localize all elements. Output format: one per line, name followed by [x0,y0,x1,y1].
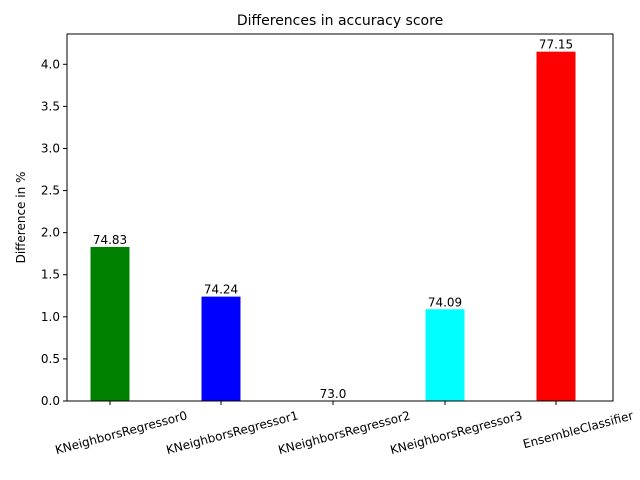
chart-title: Differences in accuracy score [237,13,443,29]
bar-value-label: 74.09 [428,295,462,309]
y-tick-label: 0.5 [41,352,60,366]
y-tick-label: 3.5 [41,99,60,113]
y-tick-label: 3.0 [41,141,60,155]
bar-value-label: 77.15 [539,38,573,52]
bar-kneighborsregressor0 [90,246,130,401]
bar-kneighborsregressor3 [425,309,465,401]
bar-value-label: 73.0 [320,387,347,401]
axes-frame [66,33,614,402]
bars-layer: 74.83 74.24 73.0 74.09 77.15 [90,38,576,401]
bar-value-label: 74.24 [204,283,238,297]
bar-ensembleclassifier [536,51,576,401]
y-tick-label: 1.0 [41,310,60,324]
y-tick-label: 2.5 [41,184,60,198]
y-tick-label: 4.0 [41,57,60,71]
y-axis-label: Difference in % [14,172,28,264]
bar-kneighborsregressor1 [201,296,241,401]
y-tick-label: 2.0 [41,226,60,240]
y-tick-label: 0.0 [41,394,60,408]
bar-value-label: 74.83 [93,233,127,247]
y-tick-label: 1.5 [41,268,60,282]
